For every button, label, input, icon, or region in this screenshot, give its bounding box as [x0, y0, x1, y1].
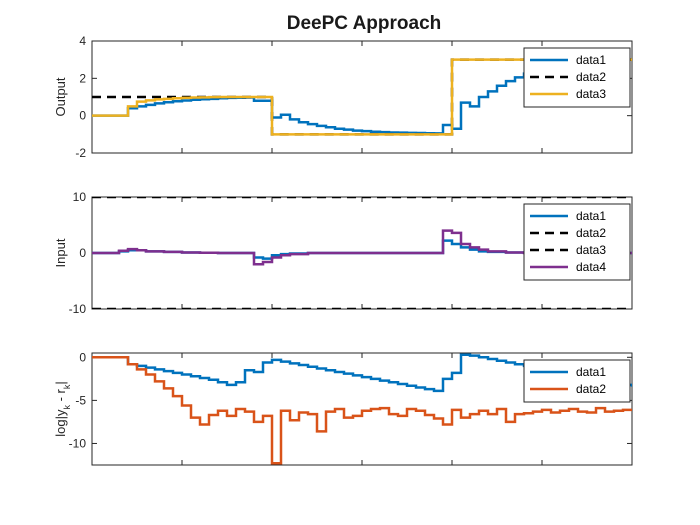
legend-entry-data2: data2 — [576, 382, 606, 396]
legend-entry-data2: data2 — [576, 70, 606, 84]
y-tick-label: 0 — [79, 246, 86, 260]
series-line-data2 — [92, 356, 632, 465]
legend-entry-data1: data1 — [576, 209, 606, 223]
y-tick-label: 4 — [79, 34, 86, 48]
legend-entry-data3: data3 — [576, 87, 606, 101]
subplots: -2 0 2 4 Output data1 data2 data3 -10 0 10 Input dat… — [53, 34, 633, 466]
series-line-data3 — [92, 58, 632, 136]
y-axis-label: Input — [53, 238, 68, 267]
y-tick-label: 0 — [79, 350, 86, 364]
legend: data1 data2 — [523, 359, 631, 403]
y-tick-label: -5 — [75, 393, 86, 407]
legend-entry-data3: data3 — [576, 243, 606, 257]
legend-entry-data4: data4 — [576, 260, 606, 274]
legend-entry-data2: data2 — [576, 226, 606, 240]
y-axis-label: Output — [53, 77, 68, 116]
y-tick-label: 0 — [79, 109, 86, 123]
y-axis-label: log|yk - rk| — [53, 381, 72, 437]
y-tick-label: -2 — [75, 146, 86, 160]
series-group — [92, 197, 632, 309]
subplot-1: -2 0 2 4 Output data1 data2 data3 — [53, 34, 633, 160]
y-tick-label: 2 — [79, 71, 86, 85]
legend-entry-data1: data1 — [576, 53, 606, 67]
legend: data1 data2 data3 — [523, 47, 631, 108]
y-tick-label: 10 — [73, 190, 87, 204]
subplot-2: -10 0 10 Input data1 data2 data3 data4 — [53, 190, 633, 316]
y-tick-label: -10 — [69, 436, 87, 450]
figure-title: DeePC Approach — [287, 13, 442, 34]
legend-entry-data1: data1 — [576, 365, 606, 379]
legend-box — [523, 47, 631, 108]
series-line-data4 — [92, 229, 632, 266]
legend: data1 data2 data3 data4 — [523, 203, 631, 281]
legend-box — [523, 359, 631, 403]
y-tick-label: -10 — [69, 302, 87, 316]
subplot-3: -10 -5 0 log|yk - rk| data1 data2 — [53, 350, 633, 466]
